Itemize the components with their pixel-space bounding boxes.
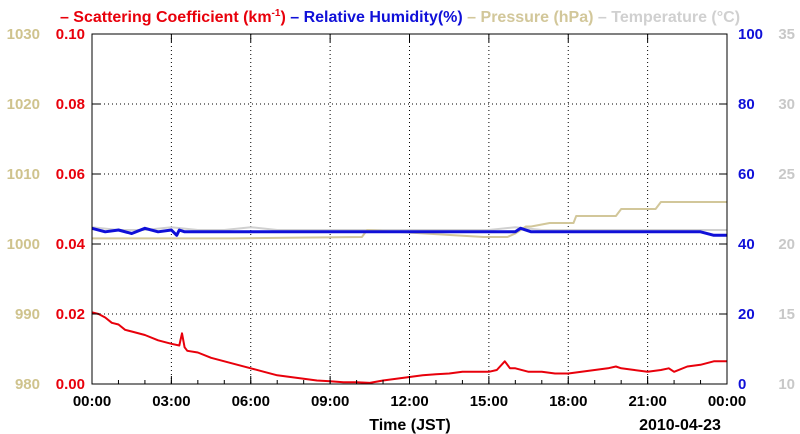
humidity-axis-tick-label: 80 — [738, 96, 755, 113]
scattering-axis-tick-label: 0.04 — [56, 236, 86, 253]
temperature-axis-tick-label: 15 — [778, 306, 795, 323]
x-axis-title: Time (JST) — [369, 417, 451, 434]
legend-entry: – Temperature (°C) — [598, 9, 740, 26]
x-tick-label: 06:00 — [232, 393, 270, 410]
scattering-axis-tick-label: 0.00 — [56, 376, 85, 393]
humidity-axis-tick-label: 40 — [738, 236, 755, 253]
legend-entry: – Scattering Coefficient (km — [60, 9, 272, 26]
legend-superscript: -1 — [272, 8, 281, 19]
x-tick-label: 09:00 — [311, 393, 349, 410]
humidity-axis-tick-label: 0 — [738, 376, 746, 393]
scattering-axis-tick-label: 0.10 — [56, 26, 85, 43]
pressure-axis-tick-label: 990 — [15, 306, 40, 323]
x-tick-label: 15:00 — [470, 393, 508, 410]
series-temperature — [91, 226, 727, 231]
series-scattering-coefficient — [91, 311, 727, 384]
temperature-axis-tick-label: 20 — [778, 236, 795, 253]
pressure-axis-tick-label: 1030 — [7, 26, 40, 43]
pressure-axis-tick-label: 1010 — [7, 166, 40, 183]
humidity-axis-tick-label: 60 — [738, 166, 755, 183]
axes: 00:00 03:00 06:00 09:00 12:00 15:00 18:00 21:00… — [7, 26, 795, 410]
temperature-axis-tick-label: 30 — [778, 96, 795, 113]
x-tick-label: 00:00 — [73, 393, 111, 410]
x-tick-label: 03:00 — [152, 393, 190, 410]
legend-entry: – Pressure (hPa) — [467, 9, 593, 26]
pressure-axis-tick-label: 1000 — [7, 236, 40, 253]
x-tick-label: 00:00 — [708, 393, 746, 410]
temperature-axis-tick-label: 35 — [778, 26, 795, 43]
temperature-axis-tick-label: 25 — [778, 166, 795, 183]
series-group — [91, 201, 727, 384]
temperature-axis-tick-label: 10 — [778, 376, 795, 393]
series-relative-humidity — [91, 226, 727, 237]
date-label: 2010-04-23 — [639, 417, 721, 434]
humidity-axis-tick-label: 20 — [738, 306, 755, 323]
scattering-axis-tick-label: 0.08 — [56, 96, 85, 113]
scattering-axis-tick-label: 0.06 — [56, 166, 85, 183]
humidity-axis-tick-label: 100 — [738, 26, 763, 43]
pressure-axis-tick-label: 980 — [15, 376, 40, 393]
x-tick-label: 12:00 — [390, 393, 428, 410]
x-tick-label: 18:00 — [549, 393, 587, 410]
legend-entry: – Relative Humidity(%) — [290, 9, 462, 26]
legend-suffix: ) — [280, 9, 285, 26]
legend: – Scattering Coefficient (km-1) – Relati… — [60, 8, 740, 26]
x-tick-label: 21:00 — [628, 393, 666, 410]
scattering-axis-tick-label: 0.02 — [56, 306, 85, 323]
legend-line: – Scattering Coefficient (km-1) – Relati… — [60, 8, 740, 26]
pressure-axis-tick-label: 1020 — [7, 96, 40, 113]
